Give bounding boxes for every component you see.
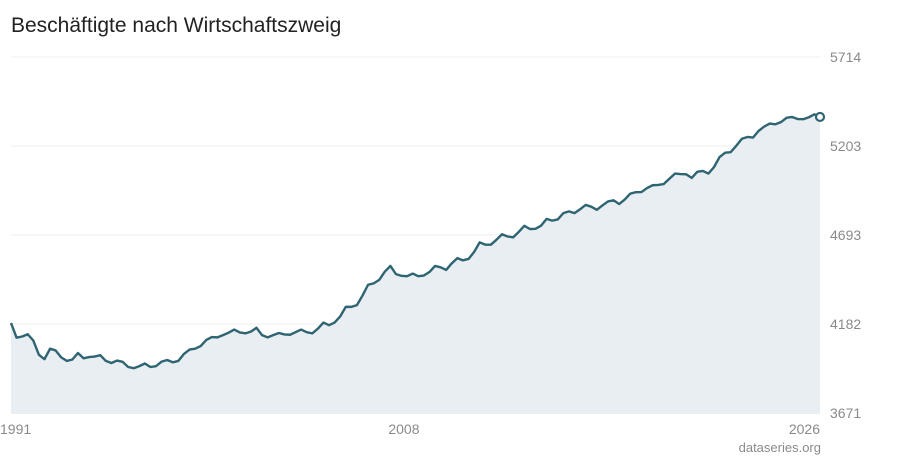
x-tick-label: 2026 — [789, 421, 820, 437]
series-area — [11, 114, 820, 413]
y-axis-ticks: 3671 4182 4693 5203 5714 — [830, 49, 861, 421]
x-axis-ticks: 1991 2008 2026 — [0, 421, 820, 437]
y-tick-label: 5203 — [830, 138, 861, 154]
x-tick-label: 2008 — [388, 421, 419, 437]
source-label: dataseries.org — [738, 440, 821, 455]
x-tick-label: 1991 — [0, 421, 31, 437]
y-tick-label: 4182 — [830, 316, 861, 332]
y-tick-label: 5714 — [830, 49, 861, 65]
chart-title: Beschäftigte nach Wirtschaftszweig — [11, 14, 342, 37]
series-end-marker — [814, 111, 826, 123]
series-line — [9, 113, 821, 370]
y-tick-label: 4693 — [830, 227, 861, 243]
y-tick-label: 3671 — [830, 405, 861, 421]
